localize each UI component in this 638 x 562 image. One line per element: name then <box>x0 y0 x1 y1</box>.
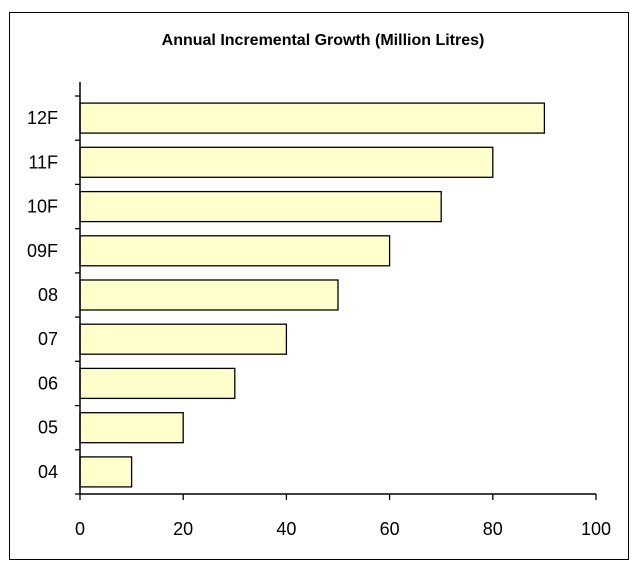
chart-title: Annual Incremental Growth (Million Litre… <box>162 32 485 49</box>
bar-04 <box>79 456 133 488</box>
y-tick-label-05: 05 <box>38 418 58 438</box>
bar-05 <box>79 412 184 444</box>
x-tick-label-20: 20 <box>173 519 193 539</box>
axes-layer <box>75 82 597 500</box>
bar-06 <box>79 367 236 400</box>
labels-layer: 04 05 06 07 08 09F 10F 11F 12F 0 20 40 60 80 100 <box>27 108 611 539</box>
bar-12F <box>79 102 546 134</box>
y-tick-label-11F: 11F <box>28 152 58 172</box>
bar-07 <box>79 323 288 355</box>
x-tick-label-40: 40 <box>276 519 296 539</box>
bar-11F <box>79 146 494 178</box>
bars-layer <box>79 102 546 488</box>
x-tick-label-100: 100 <box>581 519 611 539</box>
y-tick-label-12F: 12F <box>27 108 58 128</box>
bar-10F <box>79 190 442 223</box>
y-tick-label-09F: 09F <box>27 241 58 261</box>
x-tick-label-80: 80 <box>483 519 503 539</box>
y-tick-label-06: 06 <box>38 373 58 393</box>
x-tick-label-0: 0 <box>75 519 85 539</box>
bar-09F <box>79 235 391 267</box>
y-tick-label-08: 08 <box>38 285 58 305</box>
y-tick-label-04: 04 <box>38 462 58 482</box>
x-tick-label-60: 60 <box>380 519 400 539</box>
y-tick-label-07: 07 <box>38 329 58 349</box>
bar-08 <box>79 279 339 311</box>
y-tick-label-10F: 10F <box>27 197 58 217</box>
